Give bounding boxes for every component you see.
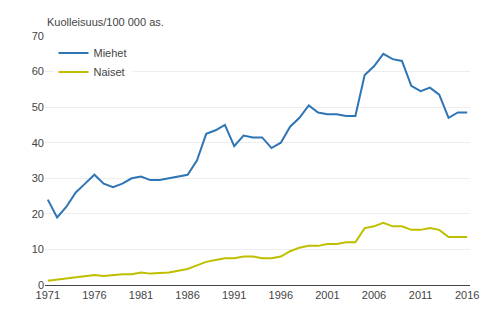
svg-text:2006: 2006: [362, 289, 386, 301]
svg-text:1986: 1986: [175, 289, 199, 301]
svg-text:60: 60: [32, 65, 44, 77]
svg-text:0: 0: [38, 279, 44, 291]
svg-text:50: 50: [32, 101, 44, 113]
svg-text:10: 10: [32, 243, 44, 255]
svg-text:2016: 2016: [455, 289, 479, 301]
svg-text:20: 20: [32, 208, 44, 220]
svg-text:2001: 2001: [315, 289, 339, 301]
svg-text:1976: 1976: [82, 289, 106, 301]
svg-text:70: 70: [32, 30, 44, 42]
svg-text:1996: 1996: [269, 289, 293, 301]
svg-text:Kuolleisuus/100 000 as.: Kuolleisuus/100 000 as.: [47, 16, 164, 28]
svg-text:40: 40: [32, 137, 44, 149]
svg-text:Naiset: Naiset: [94, 66, 125, 78]
svg-text:1981: 1981: [129, 289, 153, 301]
svg-text:1971: 1971: [36, 289, 60, 301]
svg-text:2011: 2011: [409, 289, 433, 301]
svg-text:1991: 1991: [222, 289, 246, 301]
svg-text:30: 30: [32, 172, 44, 184]
svg-text:Miehet: Miehet: [94, 47, 127, 59]
